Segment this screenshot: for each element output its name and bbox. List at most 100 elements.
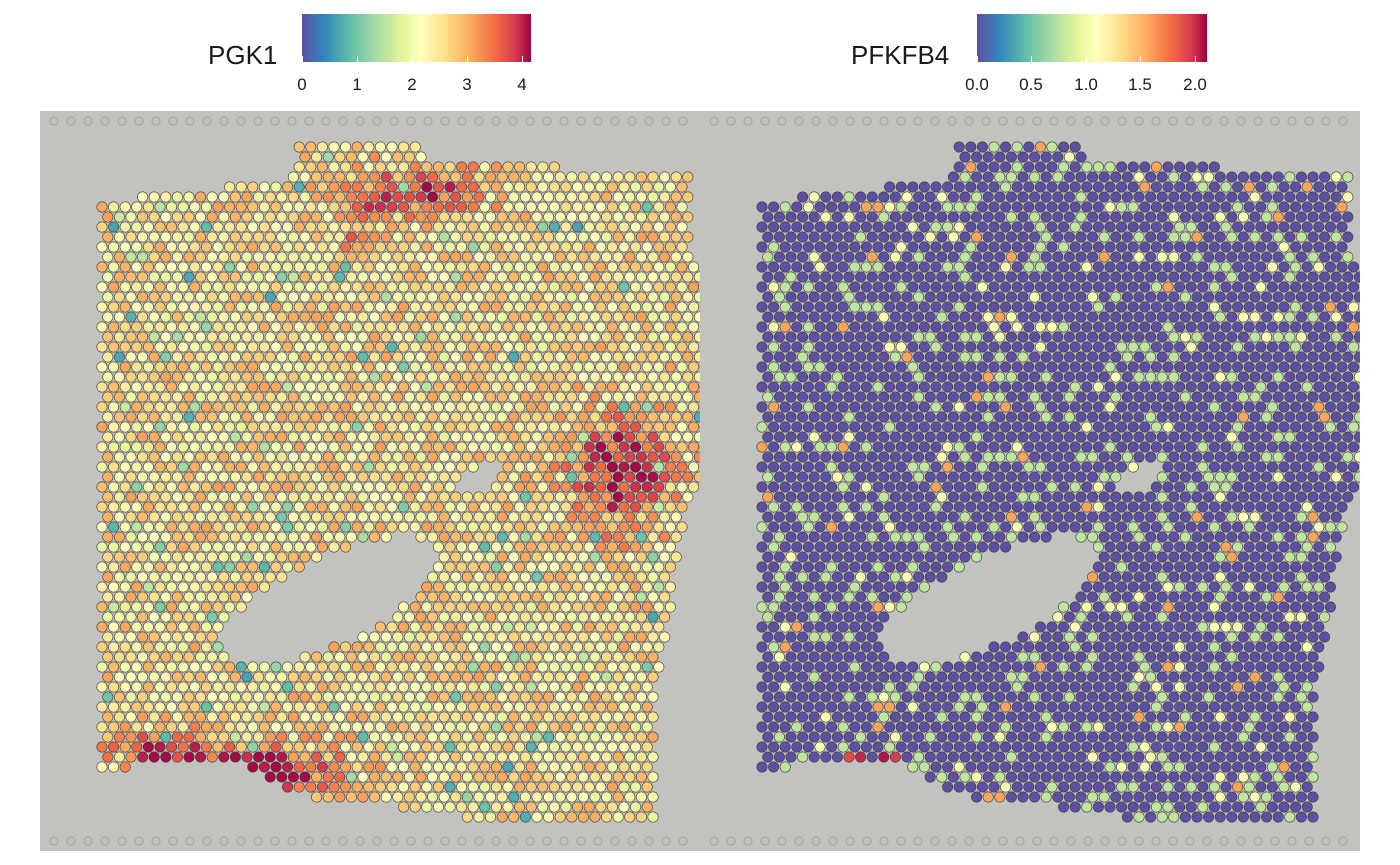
spot bbox=[195, 591, 207, 603]
spot bbox=[119, 561, 131, 573]
spot bbox=[913, 491, 925, 503]
spot bbox=[125, 691, 137, 703]
spot bbox=[971, 491, 983, 503]
spot bbox=[988, 221, 1000, 233]
spot bbox=[189, 381, 201, 393]
spot bbox=[131, 201, 143, 213]
spot bbox=[369, 311, 381, 323]
spot bbox=[889, 411, 901, 423]
spot bbox=[502, 701, 514, 713]
spot bbox=[1336, 201, 1348, 213]
spot bbox=[467, 321, 479, 333]
spot bbox=[566, 391, 578, 403]
spot bbox=[606, 221, 618, 233]
spot bbox=[299, 751, 311, 763]
spot bbox=[328, 501, 340, 513]
spot bbox=[287, 411, 299, 423]
spot bbox=[653, 361, 665, 373]
spot bbox=[924, 231, 936, 243]
fiducial-marker bbox=[610, 836, 620, 846]
spot bbox=[866, 351, 878, 363]
spot bbox=[1185, 321, 1197, 333]
spot bbox=[612, 731, 624, 743]
spot bbox=[247, 341, 259, 353]
spot bbox=[148, 431, 160, 443]
spot bbox=[647, 471, 659, 483]
spot bbox=[200, 741, 212, 753]
spot bbox=[467, 401, 479, 413]
spot bbox=[1342, 411, 1354, 423]
spot bbox=[386, 481, 398, 493]
spot bbox=[901, 251, 913, 263]
spot bbox=[566, 771, 578, 783]
spot bbox=[496, 211, 508, 223]
spot bbox=[386, 161, 398, 173]
spot bbox=[1185, 261, 1197, 273]
spot bbox=[195, 571, 207, 583]
spot bbox=[96, 321, 108, 333]
spot bbox=[1261, 471, 1273, 483]
spot bbox=[473, 191, 485, 203]
spot bbox=[212, 221, 224, 233]
spot bbox=[200, 681, 212, 693]
spot bbox=[994, 311, 1006, 323]
spot bbox=[166, 401, 178, 413]
spot bbox=[595, 341, 607, 353]
spot bbox=[519, 551, 531, 563]
spot bbox=[264, 531, 276, 543]
spot bbox=[1255, 201, 1267, 213]
spot bbox=[496, 711, 508, 723]
spot bbox=[461, 771, 473, 783]
spot bbox=[589, 631, 601, 643]
spot bbox=[305, 421, 317, 433]
spot bbox=[502, 481, 514, 493]
spot bbox=[577, 291, 589, 303]
spot bbox=[537, 401, 549, 413]
spot bbox=[235, 401, 247, 413]
spot bbox=[820, 231, 832, 243]
spot bbox=[1052, 451, 1064, 463]
spot bbox=[779, 341, 791, 353]
spot bbox=[543, 211, 555, 223]
spot bbox=[519, 611, 531, 623]
spot bbox=[1040, 291, 1052, 303]
spot bbox=[299, 191, 311, 203]
spot bbox=[247, 661, 259, 673]
spot bbox=[1168, 311, 1180, 323]
spot bbox=[415, 591, 427, 603]
spot bbox=[589, 771, 601, 783]
spot bbox=[1313, 361, 1325, 373]
spot bbox=[525, 421, 537, 433]
spot bbox=[583, 761, 595, 773]
spot bbox=[357, 211, 369, 223]
spot bbox=[913, 371, 925, 383]
spot bbox=[589, 411, 601, 423]
spot bbox=[612, 351, 624, 363]
spot bbox=[351, 321, 363, 333]
spot bbox=[659, 371, 671, 383]
spot bbox=[1145, 291, 1157, 303]
spot bbox=[467, 161, 479, 173]
spot bbox=[171, 551, 183, 563]
spot bbox=[1110, 471, 1122, 483]
spot bbox=[1301, 381, 1313, 393]
spot bbox=[490, 741, 502, 753]
spot bbox=[1023, 441, 1035, 453]
spot bbox=[1174, 361, 1186, 373]
spot bbox=[606, 181, 618, 193]
spot bbox=[1266, 341, 1278, 353]
spot bbox=[1139, 361, 1151, 373]
spot bbox=[572, 581, 584, 593]
spot bbox=[485, 691, 497, 703]
spot bbox=[994, 211, 1006, 223]
spot bbox=[1278, 181, 1290, 193]
spot bbox=[154, 521, 166, 533]
spot bbox=[195, 651, 207, 663]
spot bbox=[531, 171, 543, 183]
spot bbox=[485, 731, 497, 743]
spot bbox=[514, 461, 526, 473]
spot bbox=[1121, 251, 1133, 263]
spot bbox=[369, 371, 381, 383]
spot bbox=[641, 281, 653, 293]
spot bbox=[548, 381, 560, 393]
